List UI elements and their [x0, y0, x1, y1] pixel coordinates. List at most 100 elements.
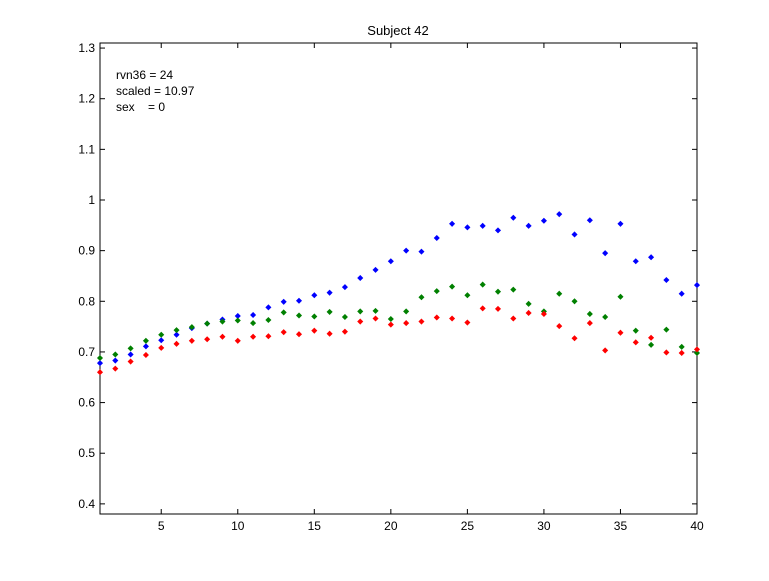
data-point: [127, 345, 134, 352]
data-point: [418, 318, 425, 325]
data-point: [586, 320, 593, 327]
data-point: [464, 319, 471, 326]
data-point: [219, 333, 226, 340]
data-point: [403, 247, 410, 254]
data-point: [387, 321, 394, 328]
data-point: [510, 214, 517, 221]
data-point: [693, 349, 701, 356]
data-point: [341, 313, 348, 321]
data-point: [617, 220, 624, 227]
data-point: [295, 297, 303, 304]
data-point: [326, 308, 333, 315]
data-point: [372, 315, 379, 322]
data-point: [280, 329, 287, 336]
data-point: [341, 284, 348, 291]
data-point: [142, 351, 149, 358]
data-point: [556, 290, 563, 297]
x-tick-label: 25: [461, 519, 475, 533]
data-point: [112, 351, 119, 358]
data-point: [265, 333, 272, 340]
data-point: [586, 310, 593, 317]
data-point: [112, 357, 119, 364]
data-point: [678, 343, 685, 350]
data-point: [96, 360, 104, 367]
y-tick-label: 1.3: [78, 41, 95, 55]
data-point: [357, 274, 364, 282]
data-point: [540, 310, 547, 317]
data-point: [96, 354, 104, 362]
data-point: [663, 276, 670, 284]
data-point: [556, 211, 563, 218]
data-point: [418, 248, 425, 255]
data-point: [158, 331, 165, 338]
data-point: [142, 343, 149, 350]
data-point: [265, 317, 272, 324]
y-tick-label: 0.6: [78, 396, 95, 410]
data-point: [326, 330, 333, 337]
data-point: [632, 258, 639, 265]
data-point: [663, 326, 670, 333]
data-point: [250, 320, 257, 327]
data-point: [648, 341, 655, 348]
data-point: [464, 292, 471, 299]
data-point: [280, 298, 287, 305]
y-tick-label: 0.4: [78, 497, 95, 511]
y-tick-label: 0.5: [78, 446, 95, 460]
y-axis: 0.4 0.5 0.6 0.7 0.8 0.9 1 1.1 1.2 1.3: [78, 41, 697, 511]
data-point: [403, 308, 410, 315]
data-point: [602, 250, 609, 257]
chart-title: Subject 42: [367, 23, 428, 38]
data-point: [173, 340, 180, 347]
data-point: [678, 290, 685, 297]
data-point: [464, 224, 471, 231]
data-point: [204, 320, 211, 327]
data-point: [173, 327, 180, 334]
data-point: [311, 292, 318, 299]
data-point: [693, 282, 701, 289]
data-point: [280, 309, 287, 316]
y-tick-label: 0.9: [78, 244, 95, 258]
data-point: [663, 349, 670, 356]
data-point: [632, 339, 639, 346]
data-point: [648, 334, 655, 341]
data-point: [357, 308, 364, 315]
data-point: [188, 337, 195, 344]
data-point: [525, 300, 532, 307]
data-point: [449, 220, 456, 227]
data-point: [311, 313, 318, 320]
data-point: [433, 234, 440, 242]
data-point: [158, 337, 165, 344]
x-tick-label: 30: [537, 519, 551, 533]
data-point: [494, 305, 502, 312]
data-point: [112, 365, 119, 372]
data-point: [418, 294, 425, 301]
data-points: [96, 211, 701, 376]
data-point: [510, 286, 517, 293]
data-point: [494, 227, 502, 234]
data-point: [494, 288, 502, 295]
series-0: [96, 211, 701, 367]
x-tick-label: 5: [158, 519, 165, 533]
data-point: [525, 309, 532, 316]
y-tick-label: 0.8: [78, 294, 95, 308]
data-point: [311, 327, 318, 334]
x-tick-label: 10: [231, 519, 245, 533]
data-point: [602, 347, 609, 354]
y-tick-label: 0.7: [78, 345, 95, 359]
data-point: [449, 315, 456, 322]
data-point: [219, 318, 226, 325]
data-point: [510, 315, 517, 322]
data-point: [188, 324, 195, 331]
data-point: [617, 293, 624, 300]
data-point: [234, 337, 241, 344]
data-point: [127, 351, 134, 358]
annotation-sex: sex = 0: [116, 100, 165, 114]
data-point: [127, 358, 134, 365]
data-point: [540, 217, 547, 224]
data-point: [403, 320, 410, 327]
data-point: [586, 217, 593, 224]
data-point: [678, 349, 685, 356]
data-point: [571, 298, 578, 305]
